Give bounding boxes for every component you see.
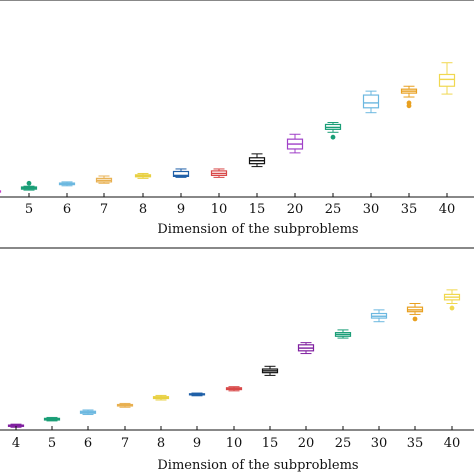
x-tick-label: 20 [287, 202, 304, 217]
top-box-4 [0, 190, 2, 193]
x-tick-label: 25 [325, 202, 342, 217]
x-tick-label: 7 [100, 202, 108, 217]
x-tick-label: 35 [407, 436, 424, 451]
x-tick-label: 6 [84, 436, 92, 451]
x-tick-label: 35 [401, 202, 418, 217]
top-box-8 [134, 172, 152, 179]
top-box-35 [400, 85, 418, 109]
top-box-30 [362, 90, 380, 114]
x-tick-label: 20 [298, 436, 315, 451]
box-iqr [172, 170, 190, 178]
x-tick-label: 25 [335, 436, 352, 451]
x-tick-label: 15 [262, 436, 279, 451]
outlier-point [406, 100, 412, 106]
x-tick-label: 10 [226, 436, 243, 451]
top-box-25 [324, 122, 342, 140]
top-box-7 [95, 175, 113, 184]
x-tick-label: 30 [363, 202, 380, 217]
x-tick-label: 7 [121, 436, 129, 451]
top-box-5 [20, 180, 38, 191]
x-tick-label: 40 [439, 202, 456, 217]
bottom-box-6 [79, 409, 97, 416]
bottom-box-40 [443, 289, 461, 311]
top-box-20 [286, 133, 304, 154]
top-box-6 [58, 181, 76, 187]
x-tick-label: 15 [249, 202, 266, 217]
top-box-15 [248, 153, 266, 168]
x-tick-label: 8 [139, 202, 147, 217]
box-iqr [362, 94, 380, 109]
outlier-point [26, 180, 32, 186]
bottom-box-35 [406, 303, 424, 322]
bottom-box-7 [116, 402, 134, 408]
top-box-10 [210, 168, 228, 178]
bottom-box-25 [334, 329, 352, 339]
bottom-box-8 [152, 394, 170, 401]
x-tick-label: 40 [444, 436, 461, 451]
bottom-box-10 [225, 386, 243, 392]
bottom-box-5 [43, 416, 61, 422]
top-box-40 [438, 62, 456, 95]
bottom-box-30 [370, 309, 388, 323]
top-x-axis-label: Dimension of the subproblems [157, 222, 358, 237]
x-tick-label: 6 [63, 202, 71, 217]
x-tick-label: 5 [25, 202, 33, 217]
bottom-boxplot-panel: 4 5 6 7 8 9 10 15 20 25 30 35 40 Dimension of the su… [0, 247, 474, 473]
box-iqr [438, 73, 456, 87]
top-boxes [0, 62, 456, 193]
outlier-point [412, 316, 418, 322]
x-tick-label: 30 [371, 436, 388, 451]
x-tick-label: 10 [211, 202, 228, 217]
bottom-box-15 [261, 365, 279, 376]
outlier-point [330, 134, 336, 140]
x-tick-label: 9 [193, 436, 201, 451]
bottom-boxes [7, 289, 461, 428]
outlier-point [449, 305, 455, 311]
bottom-x-axis-label: Dimension of the subproblems [157, 458, 358, 473]
x-tick-label: 9 [177, 202, 185, 217]
bottom-box-9 [188, 392, 206, 397]
x-tick-label: 8 [157, 436, 165, 451]
bottom-box-20 [297, 342, 315, 355]
x-tick-label: 4 [12, 436, 20, 451]
top-box-9 [172, 168, 190, 178]
bottom-x-ticks: 4 5 6 7 8 9 10 15 20 25 30 35 40 [12, 426, 460, 451]
x-tick-label: 5 [48, 436, 56, 451]
